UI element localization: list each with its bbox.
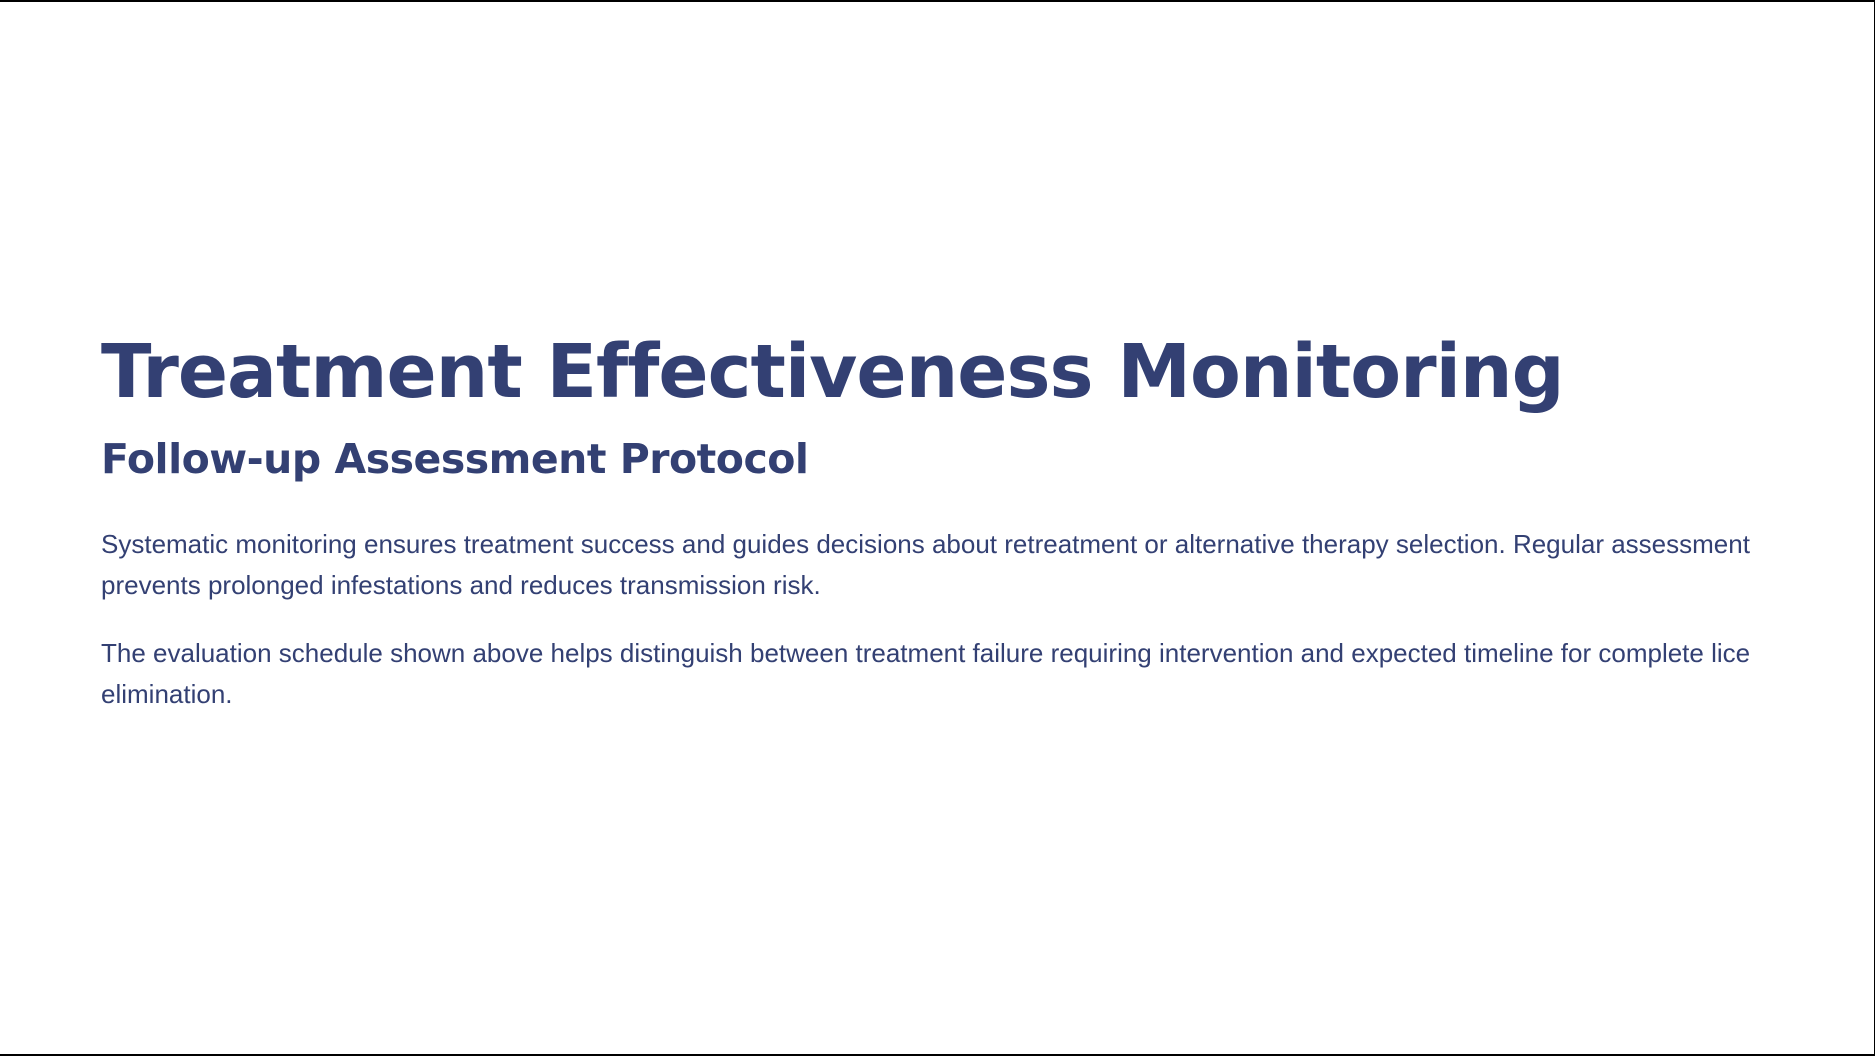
slide-title: Treatment Effectiveness Monitoring bbox=[101, 329, 1565, 415]
body-paragraph-1: Systematic monitoring ensures treatment … bbox=[101, 529, 1750, 600]
slide-content: Treatment Effectiveness Monitoring Follo… bbox=[101, 327, 1791, 715]
body-paragraph-2: The evaluation schedule shown above help… bbox=[101, 638, 1751, 709]
slide-subtitle: Follow-up Assessment Protocol bbox=[101, 435, 809, 483]
